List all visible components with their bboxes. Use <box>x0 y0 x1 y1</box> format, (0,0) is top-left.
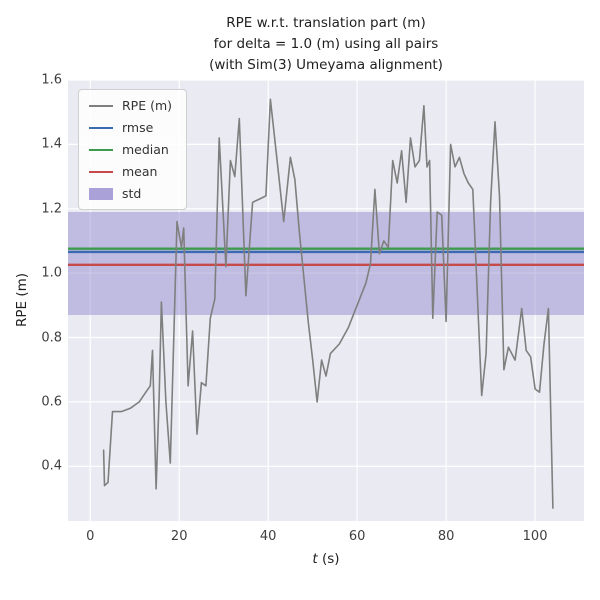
legend-label: mean <box>122 164 158 179</box>
x-axis-label: t (s) <box>68 551 584 567</box>
legend-swatch <box>89 187 113 200</box>
legend: RPE (m) rmse median mean std <box>78 89 188 210</box>
chart-title-line-2: for delta = 1.0 (m) using all pairs <box>213 35 439 52</box>
legend-swatch <box>89 126 113 129</box>
legend-label: std <box>122 186 142 201</box>
legend-label: median <box>122 142 169 157</box>
legend-label: RPE (m) <box>122 98 173 113</box>
legend-swatch <box>89 148 113 151</box>
y-tick-label: 0.8 <box>41 330 62 346</box>
y-tick-label: 1.0 <box>41 265 62 281</box>
x-tick-label: 0 <box>86 529 95 544</box>
x-axis-label-variable: t <box>312 551 318 567</box>
y-tick-label: 1.4 <box>41 136 62 152</box>
chart-title-line-1: RPE w.r.t. translation part (m) <box>226 15 426 31</box>
rpe-line <box>102 98 554 509</box>
y-tick-label: 1.2 <box>41 201 62 217</box>
chart-title-line-3: (with Sim(3) Umeyama alignment) <box>209 56 443 73</box>
y-axis-label: RPE (m) <box>14 272 30 328</box>
std-band <box>68 212 584 315</box>
legend-swatch <box>89 104 113 107</box>
y-tick-label: 1.6 <box>41 72 62 88</box>
legend-item-median: median <box>89 142 172 157</box>
legend-item-rpe-m-: RPE (m) <box>89 98 172 113</box>
legend-item-mean: mean <box>89 164 172 179</box>
x-tick-label: 20 <box>170 529 188 544</box>
x-tick-label: 40 <box>259 529 277 544</box>
x-tick-label: 60 <box>348 529 366 544</box>
legend-swatch <box>89 170 113 173</box>
legend-item-std: std <box>89 186 172 201</box>
x-tick-label: 100 <box>522 529 548 544</box>
y-tick-label: 0.4 <box>41 458 62 474</box>
legend-item-rmse: rmse <box>89 120 172 135</box>
chart-title: RPE w.r.t. translation part (m) for delt… <box>68 13 584 76</box>
x-axis-label-unit: (s) <box>317 551 340 567</box>
plot-area: RPE (m) rmse median mean std <box>68 80 584 521</box>
legend-label: rmse <box>122 120 154 135</box>
x-tick-label: 80 <box>437 529 455 544</box>
y-tick-label: 0.6 <box>41 394 62 410</box>
